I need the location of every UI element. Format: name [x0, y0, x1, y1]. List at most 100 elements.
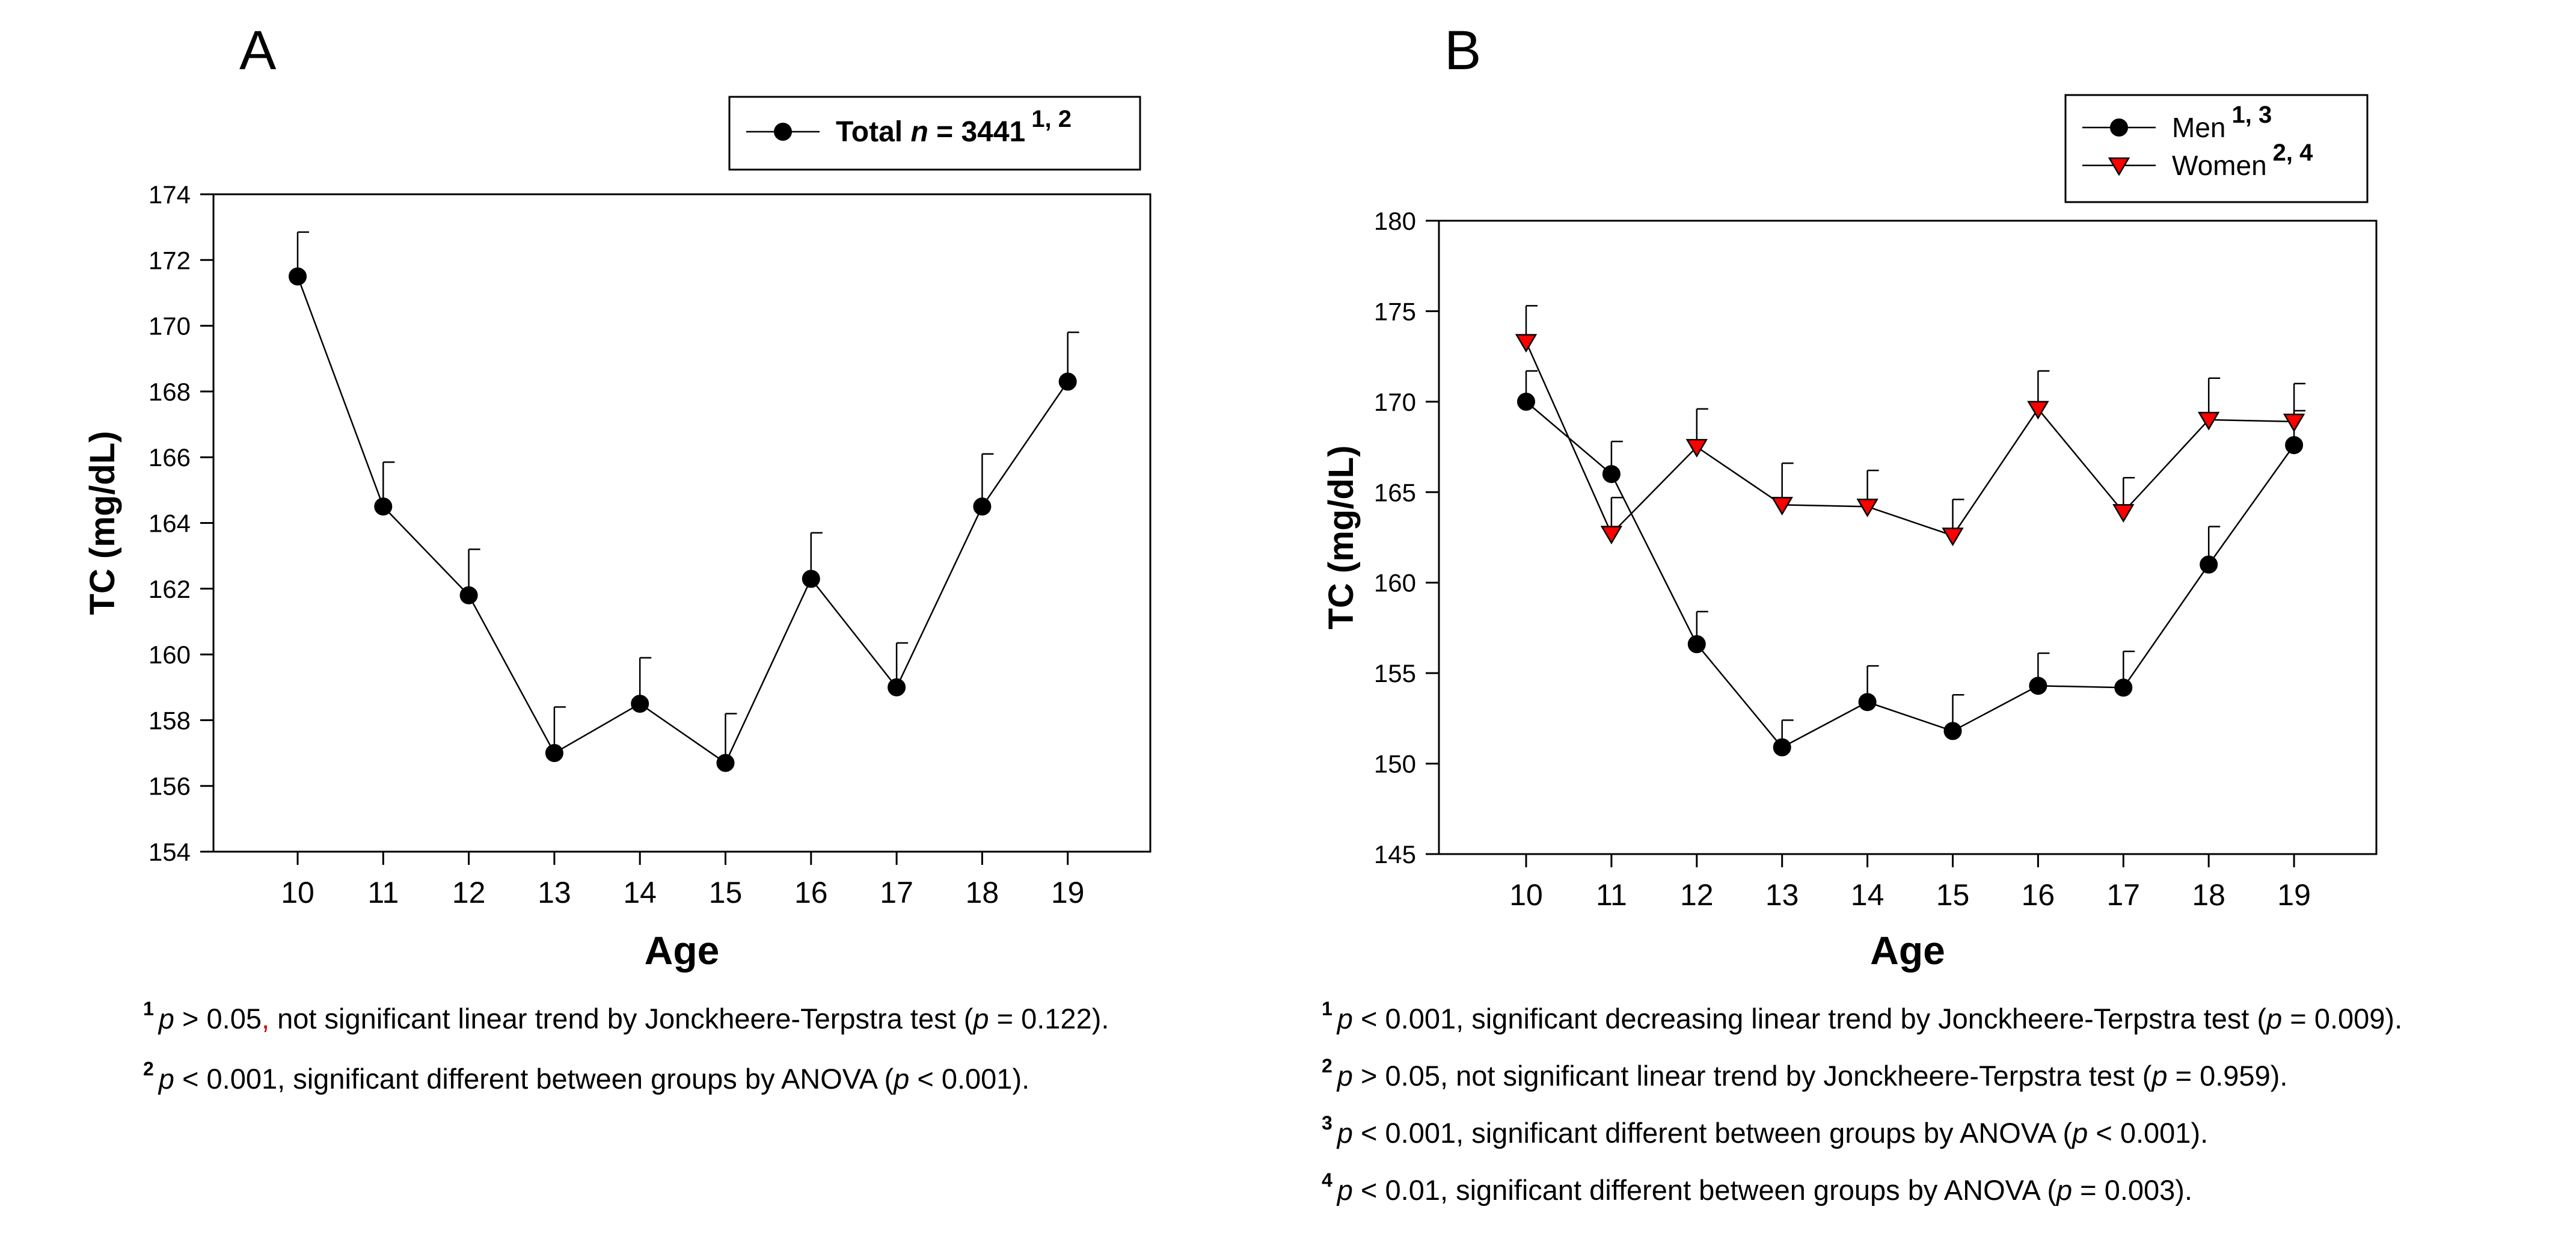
footnote-text: , [261, 1003, 270, 1035]
footnote-text: p [2151, 1060, 2168, 1092]
panel-a-ytick-label: 172 [149, 246, 191, 274]
panel-b-women-point [2283, 413, 2305, 432]
footnote-text: < 0.001, significant different between g… [1352, 1117, 2073, 1149]
panel-b-men-legend-label: Men 1, 3 [2172, 102, 2272, 143]
panel-b-plot-frame [1438, 220, 2378, 855]
footnote-text: p [158, 1063, 174, 1095]
panel-b-ytick-label: 155 [1374, 659, 1416, 687]
footnote-text: p [2056, 1174, 2073, 1206]
footnote-text: = 0.959). [2167, 1060, 2288, 1092]
panel-b-ytick-label: 165 [1374, 478, 1416, 506]
footnote-text: > 0.05, not significant linear trend by … [1352, 1060, 2152, 1092]
panel-a-xtick-label: 11 [367, 876, 399, 909]
panel-b-xtick-label: 14 [1851, 878, 1884, 912]
panel-b-ytick-label: 150 [1374, 750, 1416, 778]
panel-a-ytick-label: 160 [149, 641, 191, 669]
panel-b-men-point [1858, 693, 1877, 712]
panel-b-women-legend-label: Women 2, 4 [2172, 140, 2313, 181]
panel-b-women-point [2027, 401, 2049, 420]
panel-a-ytick-label: 166 [149, 443, 191, 472]
panel-a-xtick-label: 19 [1051, 876, 1085, 909]
panel-b-women-point [1685, 438, 1708, 458]
panel-b-xtick-label: 11 [1596, 878, 1627, 912]
panel-a-x-axis-title: Age [645, 928, 720, 973]
panel-a-ytick-label: 164 [149, 509, 191, 538]
panel-b-xtick-label: 16 [2022, 878, 2055, 912]
panel-a-legend-box [728, 96, 1141, 171]
panel-b-men-point [2200, 555, 2218, 574]
footnote-text: < 0.001, significant decreasing linear t… [1352, 1003, 2267, 1035]
panel-a-label: A [239, 20, 277, 81]
panel-b-men-point [1773, 738, 1791, 757]
footnote-text: p [2072, 1117, 2088, 1149]
panel-b-ytick-label: 170 [1374, 388, 1416, 416]
panel-b-xtick-label: 10 [1509, 878, 1543, 912]
panel-b-women-legend-marker [2108, 157, 2130, 176]
footnote-text: < 0.001). [2088, 1117, 2209, 1149]
footnote-text: p [894, 1063, 910, 1095]
footnote-marker: 4 [1322, 1169, 1332, 1191]
panel-b-women-point [1771, 497, 1793, 516]
panel-a-total-point [459, 586, 478, 604]
panel-a-total-point [802, 570, 820, 588]
panel-b-ytick-label: 175 [1374, 297, 1416, 325]
footnote-text: not significant linear trend by Jonckhee… [269, 1003, 974, 1035]
panel-b-men-point [1602, 465, 1621, 484]
footnote-marker: 1 [143, 997, 154, 1019]
panel-a-xtick-label: 18 [966, 876, 999, 909]
footnote-text: < 0.01, significant different between gr… [1352, 1174, 2056, 1206]
footnote-text: p [1337, 1060, 1353, 1092]
panel-a-total-point [1058, 372, 1077, 391]
panel-b-xtick-label: 19 [2277, 878, 2311, 912]
footnote-text: > 0.05 [174, 1003, 262, 1035]
footnote-text: = 0.009). [2282, 1003, 2403, 1035]
panel-a-total-point [545, 744, 563, 763]
panel-a-total-line [296, 276, 1069, 764]
panel-a-total-point [888, 678, 906, 696]
panel-a-ytick-label: 168 [149, 378, 191, 406]
panel-a-total-point [374, 497, 393, 516]
footnote-text: p [973, 1003, 989, 1035]
footnote-text: p [158, 1003, 174, 1035]
footnote-marker: 2 [143, 1057, 154, 1080]
panel-b-ytick-label: 160 [1374, 569, 1416, 597]
panel-b-footnote: 3 p < 0.001, significant different betwee… [1322, 1113, 2209, 1149]
panel-b-xtick-label: 15 [1936, 878, 1970, 912]
footnote-marker: 1 [1322, 997, 1332, 1019]
panel-a-xtick-label: 16 [794, 876, 828, 909]
panel-a-ytick-label: 162 [149, 575, 191, 603]
footnote-text: < 0.001). [909, 1063, 1030, 1095]
panel-a-total-point [289, 267, 307, 286]
panel-b-legend-box [2064, 94, 2369, 203]
footnote-marker: 3 [1322, 1111, 1332, 1134]
panel-a-xtick-label: 13 [538, 876, 571, 909]
panel-a-plot-frame [212, 193, 1152, 853]
panel-b-footnote: 4 p < 0.01, significant different between… [1322, 1170, 2193, 1206]
panel-b-y-axis-title: TC (mg/dL) [1322, 445, 1361, 629]
panel-b-men-legend-marker [2110, 118, 2128, 137]
panel-a-xtick-label: 14 [623, 876, 657, 909]
panel-a-xtick-label: 12 [452, 876, 486, 909]
panel-a-total-point [973, 497, 992, 516]
panel-a-total-point [716, 754, 735, 772]
panel-b-men-point [1517, 392, 1535, 411]
panel-b-men-point [2285, 436, 2304, 455]
footnote-text: = 0.003). [2072, 1174, 2193, 1206]
panel-b-women-point [1600, 526, 1623, 545]
panel-a-ytick-label: 158 [149, 706, 191, 734]
panel-b-xtick-label: 12 [1680, 878, 1714, 912]
panel-a-total-point [631, 695, 649, 713]
panel-b-men-point [1687, 635, 1706, 654]
panel-a-xtick-label: 17 [880, 876, 913, 909]
panel-b-women-point [1515, 334, 1538, 353]
panel-b-women-point [1942, 527, 1964, 547]
panel-b-women-point [2198, 411, 2220, 431]
panel-b-label: B [1444, 20, 1481, 81]
panel-b-ytick-label: 145 [1374, 840, 1416, 869]
panel-b-xtick-label: 13 [1765, 878, 1799, 912]
footnote-text: = 0.122). [989, 1003, 1109, 1035]
